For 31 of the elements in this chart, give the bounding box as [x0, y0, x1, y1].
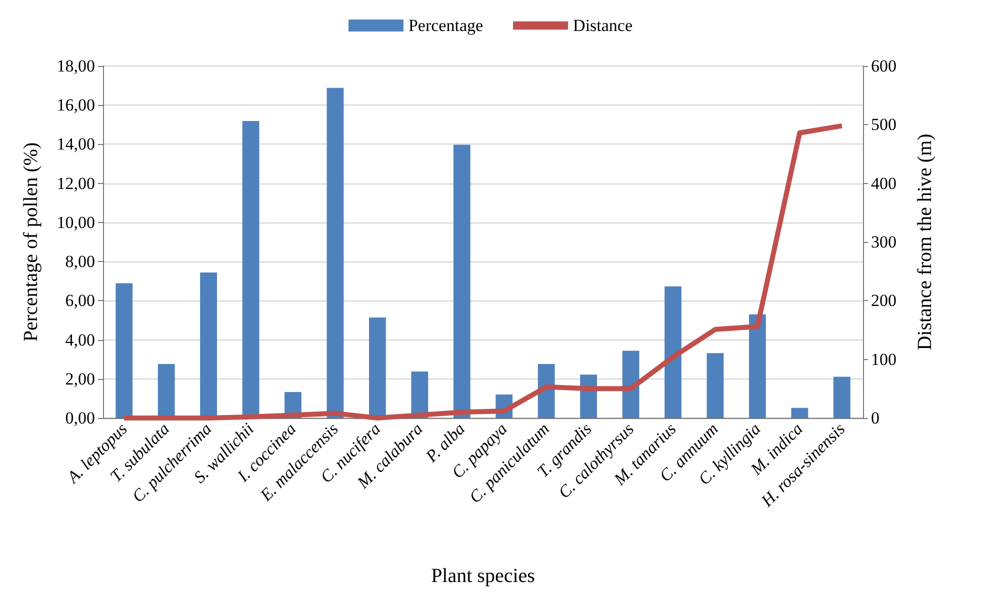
bar — [706, 353, 724, 418]
x-axis-title: Plant species — [431, 565, 536, 587]
y-tick-label: 18,00 — [56, 56, 95, 76]
y-tick-label: 0,00 — [65, 408, 95, 428]
bar — [833, 376, 850, 418]
y2-tick-label: 200 — [871, 291, 896, 310]
bar — [116, 283, 133, 418]
y-tick-label: 6,00 — [65, 291, 95, 310]
legend-label: Percentage — [408, 16, 484, 35]
y2-tick-label: 500 — [871, 115, 896, 134]
y2-tick-label: 0 — [871, 408, 880, 428]
bar — [749, 314, 766, 418]
bar — [664, 286, 682, 418]
y-tick-label: 8,00 — [65, 252, 95, 272]
legend-label: Distance — [573, 16, 633, 35]
y-tick-label: 12,00 — [56, 174, 95, 193]
y-axis-title: Percentage of pollen (%) — [20, 142, 42, 342]
bar — [453, 144, 470, 418]
bar — [791, 408, 808, 418]
y-tick-label: 2,00 — [65, 369, 95, 388]
y-tick-label: 16,00 — [56, 96, 95, 115]
y2-tick-label: 300 — [871, 232, 896, 252]
y-tick-label: 4,00 — [65, 330, 95, 350]
bar — [622, 350, 640, 418]
bar — [326, 88, 344, 418]
y2-axis-title: Distance from the hive (m) — [914, 134, 936, 350]
y-tick-label: 10,00 — [56, 212, 95, 232]
y-tick-label: 14,00 — [56, 134, 95, 154]
y2-tick-label: 400 — [871, 174, 896, 193]
y2-tick-label: 100 — [871, 350, 896, 369]
y2-tick-label: 600 — [871, 56, 896, 76]
